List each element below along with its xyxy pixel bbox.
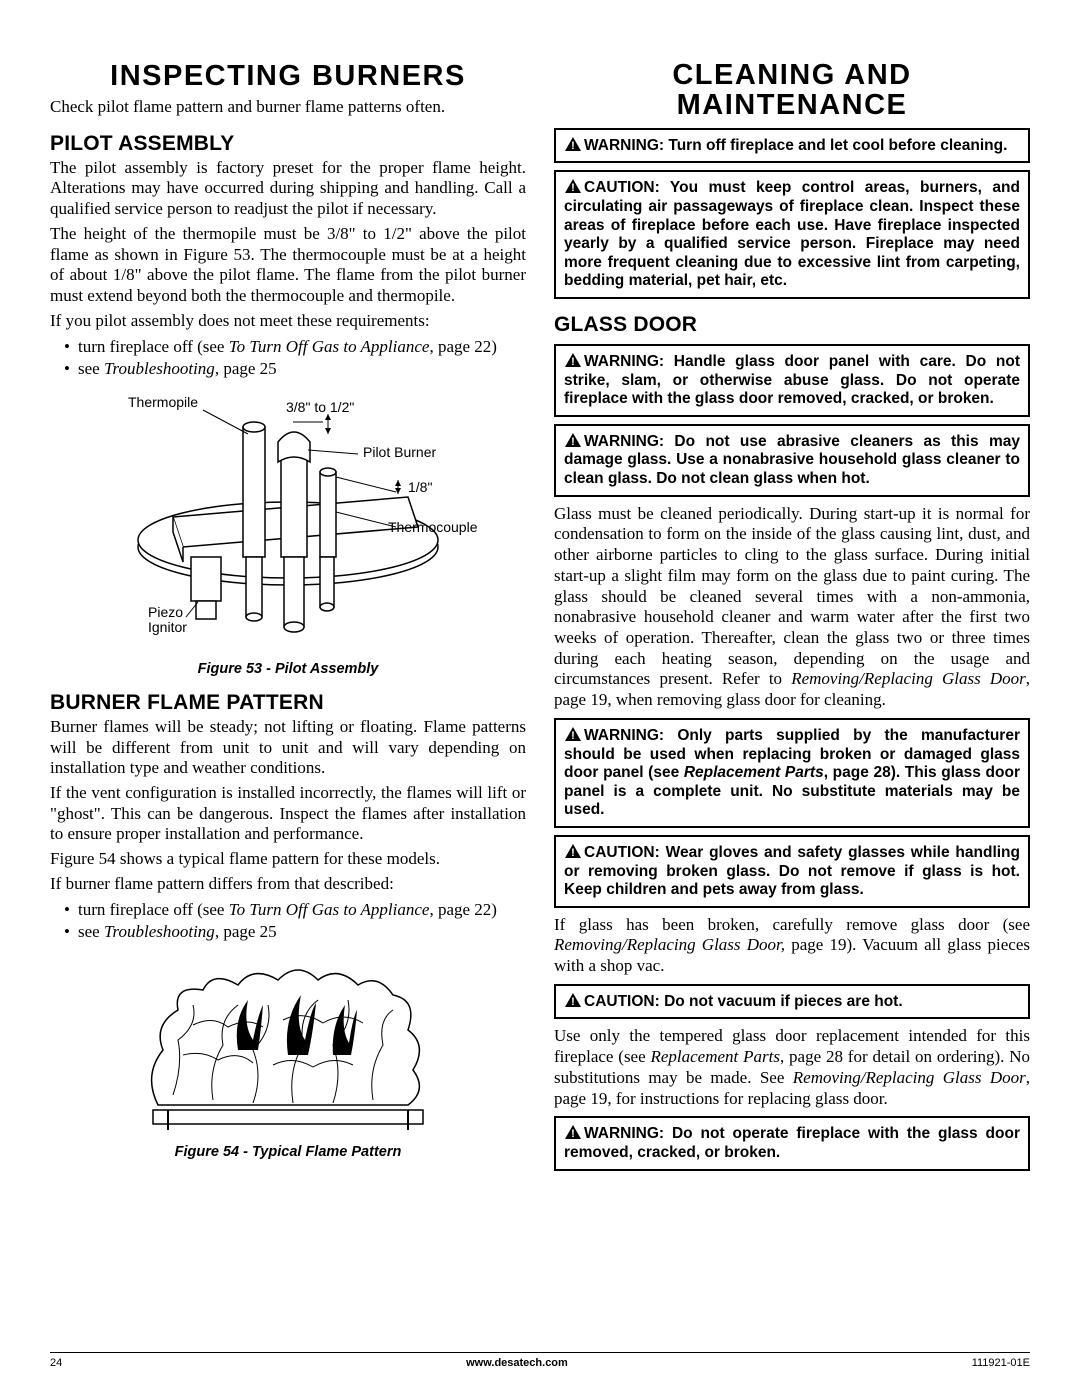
caution-box-6: !CAUTION: Wear gloves and safety glasses… bbox=[554, 835, 1030, 908]
label-piezo2: Ignitor bbox=[148, 619, 187, 635]
fig53-caption: Figure 53 - Pilot Assembly bbox=[50, 661, 526, 677]
burner-bullets: turn fireplace off (see To Turn Off Gas … bbox=[50, 899, 526, 943]
warning-icon: ! bbox=[564, 178, 582, 194]
doc-number: 111921-01E bbox=[972, 1357, 1030, 1369]
two-column-layout: Inspecting Burners Check pilot flame pat… bbox=[50, 60, 1030, 1178]
burner-p3: Figure 54 shows a typical flame pattern … bbox=[50, 849, 526, 870]
glass-door-heading: GLASS DOOR bbox=[554, 313, 1030, 337]
bullet-turn-off-2: turn fireplace off (see To Turn Off Gas … bbox=[64, 899, 526, 921]
glass-p1: Glass must be cleaned periodically. Duri… bbox=[554, 504, 1030, 711]
label-thermocouple: Thermocouple bbox=[388, 519, 478, 535]
fig54-caption: Figure 54 - Typical Flame Pattern bbox=[50, 1144, 526, 1160]
warning-icon: ! bbox=[564, 136, 582, 152]
intro-text: Check pilot flame pattern and burner fla… bbox=[50, 97, 526, 118]
warning-icon: ! bbox=[564, 992, 582, 1008]
warning-box-3: !WARNING: Handle glass door panel with c… bbox=[554, 344, 1030, 417]
pilot-bullets: turn fireplace off (see To Turn Off Gas … bbox=[50, 336, 526, 380]
bullet-troubleshoot: see Troubleshooting, page 25 bbox=[64, 358, 526, 380]
warning-box-5: !WARNING: Only parts supplied by the man… bbox=[554, 718, 1030, 828]
label-thermopile: Thermopile bbox=[128, 394, 198, 410]
burner-p1: Burner flames will be steady; not liftin… bbox=[50, 717, 526, 779]
pilot-assembly-heading: PILOT ASSEMBLY bbox=[50, 132, 526, 156]
label-range: 3/8" to 1/2" bbox=[286, 399, 354, 415]
left-column: Inspecting Burners Check pilot flame pat… bbox=[50, 60, 526, 1178]
svg-text:!: ! bbox=[571, 1128, 575, 1140]
label-piezo1: Piezo bbox=[148, 604, 183, 620]
warning-box-4: !WARNING: Do not use abrasive cleaners a… bbox=[554, 424, 1030, 497]
page-number: 24 bbox=[50, 1357, 62, 1369]
caution-box-2: !CAUTION: You must keep control areas, b… bbox=[554, 170, 1030, 299]
warning-box-1: !WARNING: Turn off fireplace and let coo… bbox=[554, 128, 1030, 164]
warning-box-8: !WARNING: Do not operate fireplace with … bbox=[554, 1116, 1030, 1170]
burner-p2: If the vent configuration is installed i… bbox=[50, 783, 526, 845]
warning-icon: ! bbox=[564, 1124, 582, 1140]
page-footer: 24 www.desatech.com 111921-01E bbox=[50, 1352, 1030, 1369]
warning-icon: ! bbox=[564, 843, 582, 859]
caution-box-7: !CAUTION: Do not vacuum if pieces are ho… bbox=[554, 984, 1030, 1020]
warning-icon: ! bbox=[564, 432, 582, 448]
label-pilot-burner: Pilot Burner bbox=[363, 444, 436, 460]
warning-icon: ! bbox=[564, 726, 582, 742]
pilot-p2: The height of the thermopile must be 3/8… bbox=[50, 224, 526, 307]
warning-icon: ! bbox=[564, 352, 582, 368]
svg-text:!: ! bbox=[571, 847, 575, 859]
svg-text:!: ! bbox=[571, 730, 575, 742]
svg-text:!: ! bbox=[571, 356, 575, 368]
label-eighth: 1/8" bbox=[408, 479, 432, 495]
figure-54: Figure 54 - Typical Flame Pattern bbox=[50, 955, 526, 1160]
inspecting-burners-title: Inspecting Burners bbox=[50, 60, 526, 93]
svg-text:!: ! bbox=[571, 996, 575, 1008]
svg-text:!: ! bbox=[571, 140, 575, 152]
footer-url: www.desatech.com bbox=[466, 1357, 568, 1369]
flame-pattern-diagram bbox=[123, 955, 453, 1135]
glass-p2: If glass has been broken, carefully remo… bbox=[554, 915, 1030, 977]
svg-text:!: ! bbox=[571, 182, 575, 194]
pilot-p1: The pilot assembly is factory preset for… bbox=[50, 158, 526, 220]
cleaning-maintenance-title: Cleaning and Maintenance bbox=[554, 60, 1030, 121]
bullet-turn-off: turn fireplace off (see To Turn Off Gas … bbox=[64, 336, 526, 358]
bullet-troubleshoot-2: see Troubleshooting, page 25 bbox=[64, 921, 526, 943]
glass-p3: Use only the tempered glass door replace… bbox=[554, 1026, 1030, 1109]
figure-53: Thermopile 3/8" to 1/2" Pilot Burner 1/8… bbox=[50, 392, 526, 677]
right-column: Cleaning and Maintenance !WARNING: Turn … bbox=[554, 60, 1030, 1178]
burner-p4: If burner flame pattern differs from tha… bbox=[50, 874, 526, 895]
pilot-p3: If you pilot assembly does not meet thes… bbox=[50, 311, 526, 332]
burner-flame-heading: BURNER FLAME PATTERN bbox=[50, 691, 526, 715]
svg-text:!: ! bbox=[571, 436, 575, 448]
pilot-assembly-diagram: Thermopile 3/8" to 1/2" Pilot Burner 1/8… bbox=[88, 392, 488, 652]
